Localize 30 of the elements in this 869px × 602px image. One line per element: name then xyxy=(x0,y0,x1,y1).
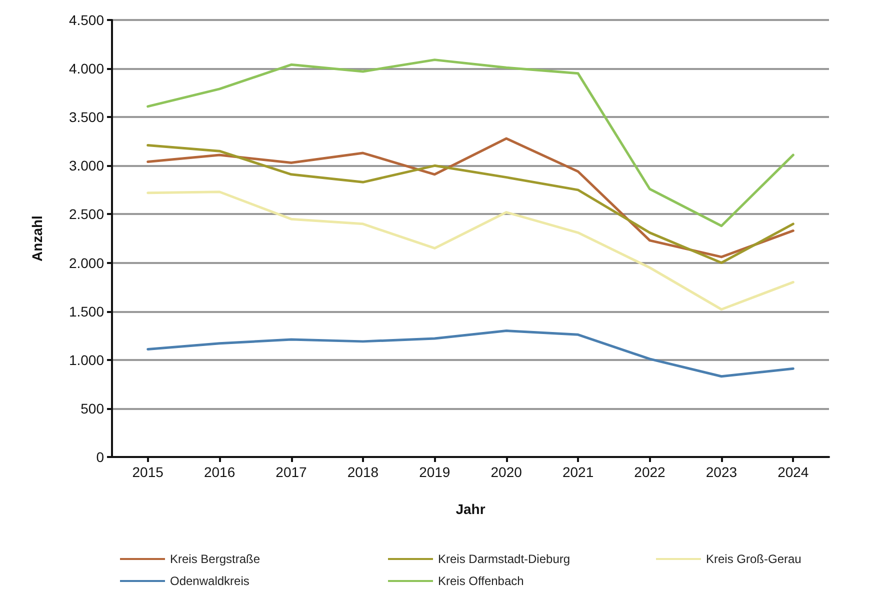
legend-label: Kreis Darmstadt-Dieburg xyxy=(438,552,570,566)
x-tick-label: 2023 xyxy=(706,464,738,480)
x-tick-label: 2022 xyxy=(634,464,666,480)
line-series xyxy=(146,58,794,228)
y-tick-label: 1.500 xyxy=(68,303,104,320)
y-tick-label: 4.500 xyxy=(68,12,104,28)
x-tick-label: 2017 xyxy=(276,464,308,480)
y-tick-label: 500 xyxy=(80,400,104,416)
y-tick-label: 3.500 xyxy=(68,109,104,126)
legend-label: Kreis Offenbach xyxy=(438,574,524,588)
y-tick-label: 1.000 xyxy=(68,352,104,368)
legend-label: Kreis Bergstraße xyxy=(170,552,260,566)
y-tick-label: 2.000 xyxy=(68,254,104,271)
legend-label: Kreis Groß-Gerau xyxy=(706,552,802,566)
x-tick-label: 2019 xyxy=(419,464,450,480)
x-tick-label: 2021 xyxy=(562,464,594,480)
x-tick-label: 2024 xyxy=(778,464,809,480)
y-tick-label: 0 xyxy=(96,449,104,465)
x-axis-title: Jahr xyxy=(456,501,486,517)
x-tick-label: 2015 xyxy=(132,464,164,480)
x-tick-label: 2020 xyxy=(490,464,522,480)
y-tick-label: 2.500 xyxy=(68,206,104,222)
legend-label: Odenwaldkreis xyxy=(170,574,250,588)
x-tick-label: 2016 xyxy=(204,464,236,480)
x-tick-label: 2018 xyxy=(347,464,379,480)
line-series xyxy=(146,330,794,378)
y-axis-title: Anzahl xyxy=(29,216,45,262)
line-series xyxy=(146,190,794,311)
y-tick-label: 3.000 xyxy=(68,158,104,174)
y-tick-label: 4.000 xyxy=(68,60,104,77)
